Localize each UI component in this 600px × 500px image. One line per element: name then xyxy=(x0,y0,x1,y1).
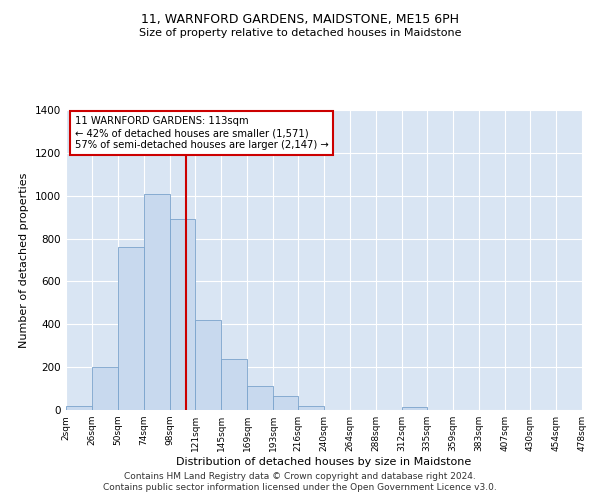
Text: 11 WARNFORD GARDENS: 113sqm
← 42% of detached houses are smaller (1,571)
57% of : 11 WARNFORD GARDENS: 113sqm ← 42% of det… xyxy=(74,116,328,150)
Bar xyxy=(273,396,298,410)
Text: Contains public sector information licensed under the Open Government Licence v3: Contains public sector information licen… xyxy=(103,484,497,492)
Text: Contains HM Land Registry data © Crown copyright and database right 2024.: Contains HM Land Registry data © Crown c… xyxy=(124,472,476,481)
X-axis label: Distribution of detached houses by size in Maidstone: Distribution of detached houses by size … xyxy=(176,457,472,467)
Bar xyxy=(402,407,427,410)
Bar xyxy=(144,194,170,410)
Bar xyxy=(66,406,92,410)
Bar xyxy=(298,406,324,410)
Bar xyxy=(221,358,247,410)
Bar xyxy=(247,386,273,410)
Bar xyxy=(195,320,221,410)
Y-axis label: Number of detached properties: Number of detached properties xyxy=(19,172,29,348)
Bar xyxy=(118,247,144,410)
Bar xyxy=(170,220,195,410)
Text: Size of property relative to detached houses in Maidstone: Size of property relative to detached ho… xyxy=(139,28,461,38)
Text: 11, WARNFORD GARDENS, MAIDSTONE, ME15 6PH: 11, WARNFORD GARDENS, MAIDSTONE, ME15 6P… xyxy=(141,12,459,26)
Bar xyxy=(92,367,118,410)
